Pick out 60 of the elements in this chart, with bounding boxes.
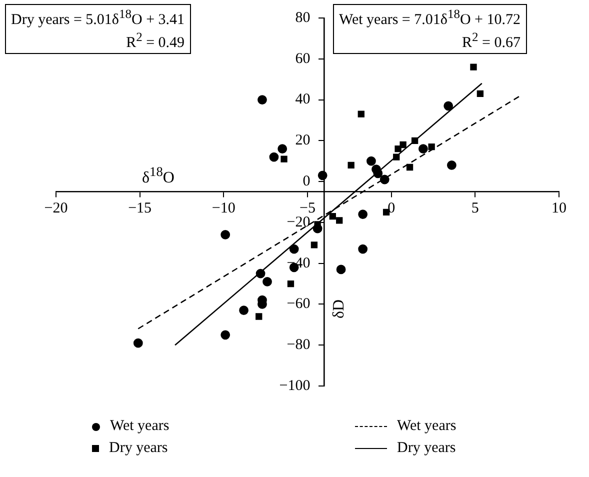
point [318,170,328,180]
point [258,95,267,104]
point [220,230,230,240]
point [446,160,456,170]
y-tick-label: 40 [295,92,310,108]
y-tick-label: 20 [295,132,310,149]
y-tick-label: −80 [286,337,310,354]
x-tick-label: 10 [552,200,566,217]
point [373,168,383,178]
legend-label: Wet years [397,418,456,435]
point [406,164,414,171]
legend-label: Dry years [109,440,168,457]
point [287,280,294,288]
point [393,154,400,160]
point [358,244,368,254]
legend-label: Wet years [110,418,170,435]
y-tick-label: −20 [286,214,310,230]
point [444,101,454,111]
point [411,137,418,144]
point [312,224,322,234]
point [289,244,299,254]
point [348,162,354,169]
point [358,210,368,219]
point [380,174,390,184]
x-tick-label: −15 [128,200,152,217]
y-axis-title: δD [330,299,349,319]
y-tick-label: −60 [286,296,310,312]
point [476,90,484,97]
annotation: Dry years = 5.01δ$^{18}$O + 3.41 R$^{2}$ = 0.49 [5,4,191,54]
point [278,144,288,154]
x-tick-label: −20 [44,200,68,217]
point [239,306,248,316]
point [336,217,343,224]
x-axis-title: δ$^{18}$O [142,164,174,188]
y-tick-label: 60 [295,50,310,67]
point [269,152,279,162]
point [256,313,262,320]
point [336,264,346,274]
point [470,64,477,70]
point [262,277,272,286]
point [428,143,435,150]
y-tick-label: 0 [302,173,310,190]
point [394,146,402,152]
point [418,144,428,154]
y-tick-label: 80 [295,10,310,26]
point [310,242,318,248]
point [133,338,143,348]
x-tick-label: −10 [212,200,236,217]
point [358,110,364,118]
point [400,141,406,148]
y-tick-label: −100 [279,378,310,394]
point [256,268,266,278]
x-tick-label: 5 [471,200,479,217]
point [220,330,230,340]
point [280,156,288,162]
x-tick-label: −5 [300,200,316,217]
legend-label: Dry years [397,440,456,457]
point [366,156,376,166]
point [329,212,336,220]
annotation: Wet years = 7.01δ$^{18}$O + 10.72 R$^{2}$ = 0.67 [333,4,527,54]
